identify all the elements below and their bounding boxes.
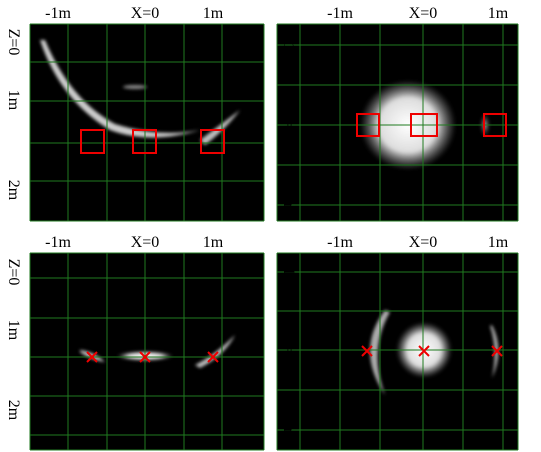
top-label: X=0 [131,234,160,251]
top-label: X=0 [409,234,438,251]
side-label: -1m [280,37,297,63]
side-label: 1m [5,320,22,341]
side-label: 2m [5,180,22,201]
top-label: X=0 [409,5,438,22]
side-label: -1m [280,262,297,288]
top-label: 1m [203,5,224,22]
side-label: 1m [5,90,22,111]
side-label: Z=0 [5,29,22,56]
top-label: X=0 [131,5,160,22]
top-label: 1m [203,234,224,251]
side-label: 1m [280,195,297,216]
top-label: -1m [327,234,353,251]
top-label: -1m [45,234,71,251]
side-label: Z=0 [5,259,22,286]
top-label: 1m [488,5,509,22]
figure: -1m X=0 1m -1m X=0 1m -1m X=0 1m -1m X=0… [0,0,541,452]
top-label: 1m [488,234,509,251]
top-label: -1m [327,5,353,22]
side-label: Y=0 [280,111,297,140]
side-label: 2m [5,400,22,421]
top-label: -1m [45,5,71,22]
side-label: 1m [280,420,297,441]
side-label: Y=0 [280,336,297,365]
